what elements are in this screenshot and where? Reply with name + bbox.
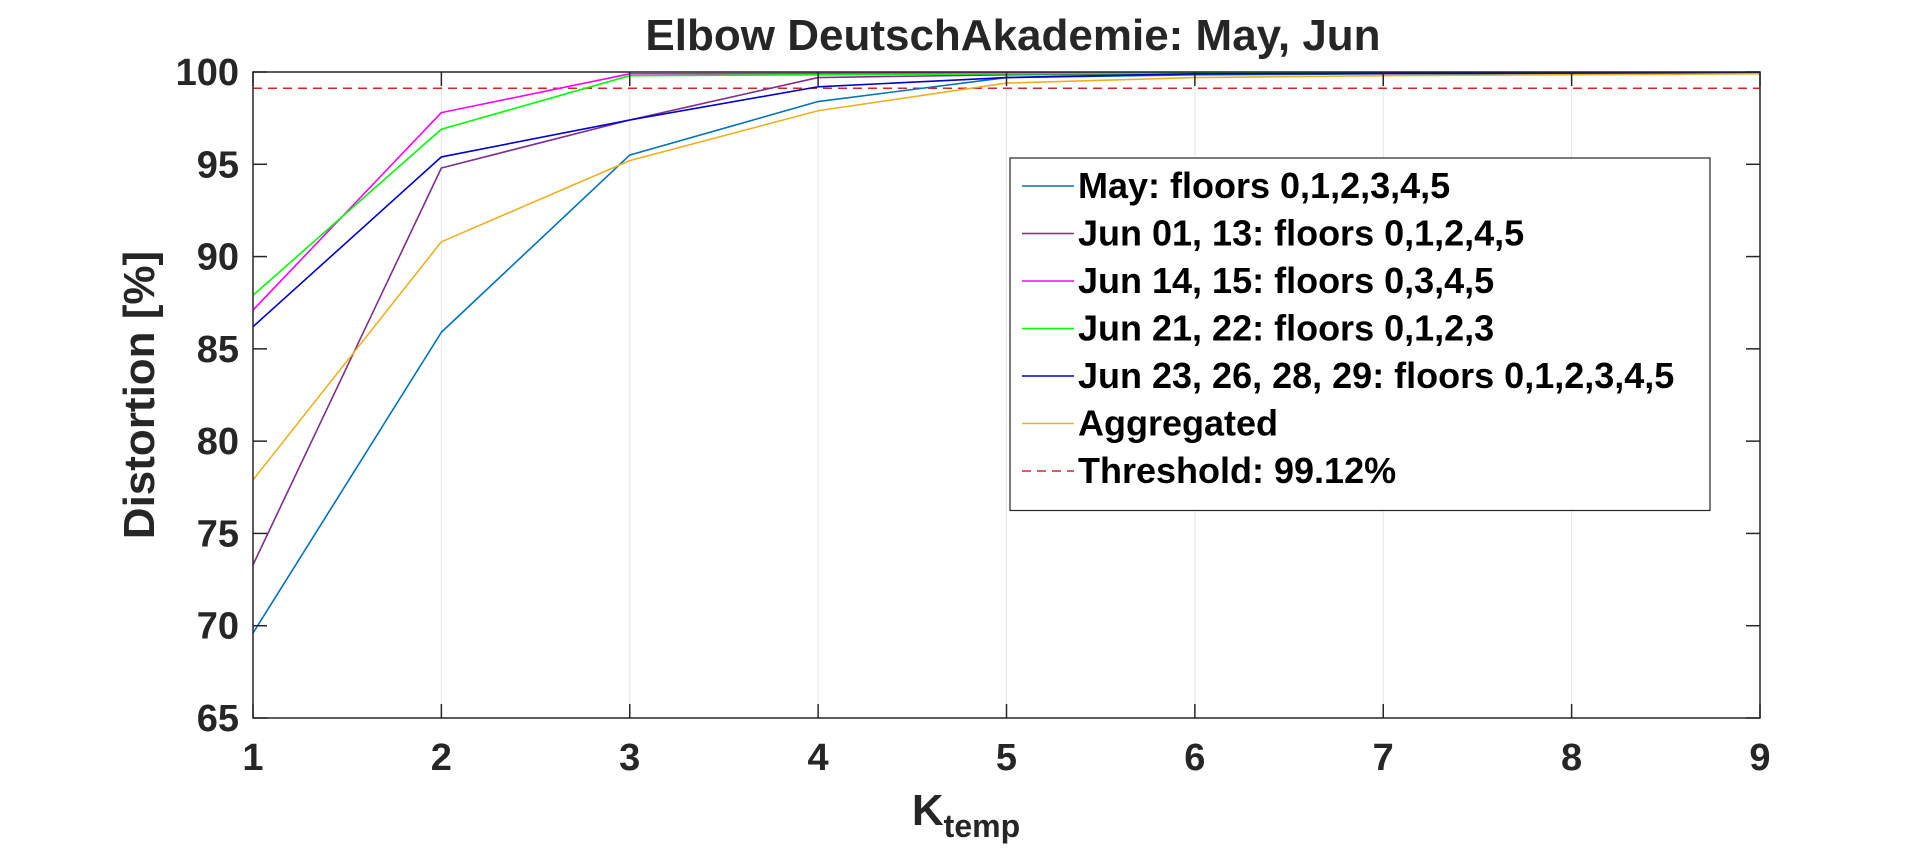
x-tick-label-9: 9 [1749,737,1770,779]
y-tick-label-100: 100 [176,52,239,94]
chart-title: Elbow DeutschAkademie: May, Jun [645,11,1380,60]
x-axis-label: Ktemp [912,786,1020,844]
x-tick-label-1: 1 [242,737,263,779]
x-tick-label-3: 3 [619,737,640,779]
y-tick-label-90: 90 [197,237,239,279]
x-axis-label-subscript: temp [944,808,1020,844]
legend-label-5: Jun 23, 26, 28, 29: floors 0,1,2,3,4,5 [1078,355,1674,396]
x-tick-label-6: 6 [1184,737,1205,779]
y-tick-label-80: 80 [197,421,239,463]
legend-box [1009,157,1711,512]
x-tick-label-8: 8 [1561,737,1582,779]
legend-label-6: Aggregated [1078,403,1278,444]
legend-label-3: Jun 14, 15: floors 0,3,4,5 [1078,260,1494,301]
y-axis-label: Distortion [%] [115,251,164,539]
y-tick-label-75: 75 [197,513,239,555]
y-tick-label-85: 85 [197,329,239,371]
y-tick-label-95: 95 [197,144,239,186]
x-tick-label-2: 2 [431,737,452,779]
legend-label-2: Jun 01, 13: floors 0,1,2,4,5 [1078,213,1524,254]
x-tick-label-4: 4 [808,737,829,779]
legend-label-7: Threshold: 99.12% [1078,450,1396,491]
x-tick-label-5: 5 [996,737,1017,779]
y-tick-label-70: 70 [197,606,239,648]
tick-labels: 1 2 3 4 5 6 7 8 9 65 70 75 80 85 90 95 100 [176,52,1771,779]
legend-label-1: May: floors 0,1,2,3,4,5 [1078,165,1450,206]
y-tick-label-65: 65 [197,698,239,740]
legend-label-4: Jun 21, 22: floors 0,1,2,3 [1078,308,1494,349]
x-axis-label-main: K [912,786,944,835]
x-tick-label-7: 7 [1373,737,1394,779]
legend: May: floors 0,1,2,3,4,5 Jun 01, 13: floor… [1009,157,1711,512]
axes [252,71,1761,719]
